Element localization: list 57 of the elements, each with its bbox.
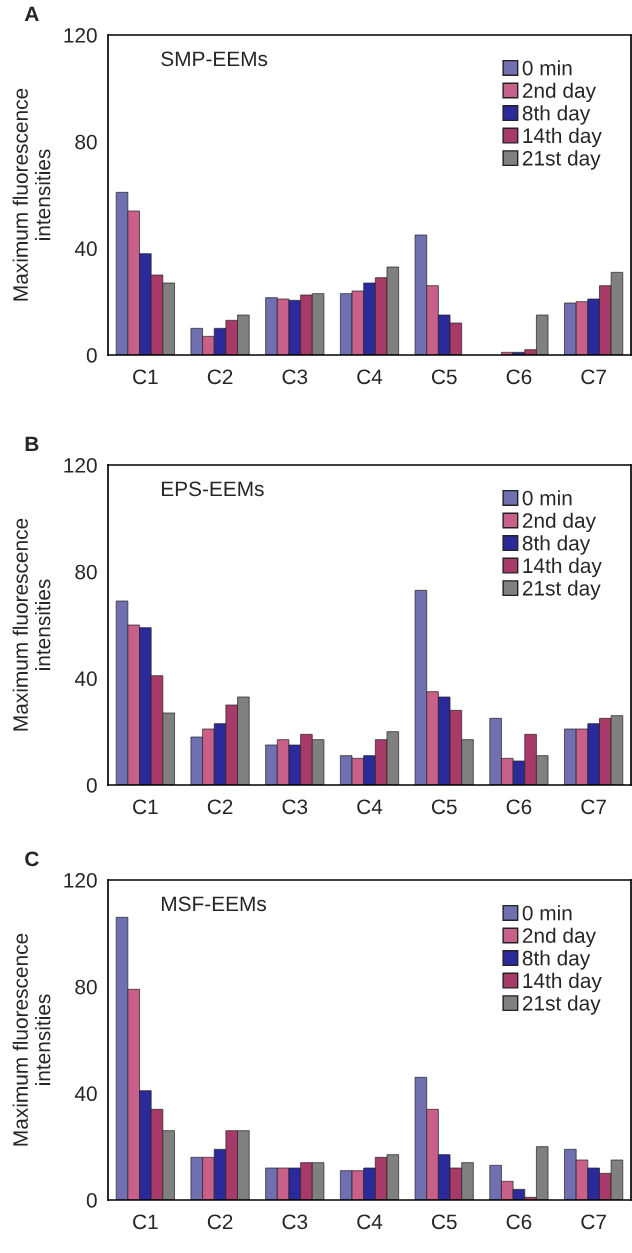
x-tick-label: C7 [581,1214,606,1230]
legend-label: 21st day [522,580,601,600]
x-tick-label: C6 [506,799,532,815]
legend-label: 14th day [523,127,602,148]
y-tick-label: 0 [86,348,97,363]
legend-label: 2nd day [522,927,596,948]
legend-label: 8th day [522,950,591,970]
x-tick-label: C1 [133,369,158,385]
legend-label: 0 min [522,60,572,76]
x-tick-label: C5 [431,369,457,385]
x-tick-label: C5 [431,799,457,815]
text: EPS-EEMs [162,481,264,497]
y-tick-label: 40 [74,671,97,687]
y-tick-label: 80 [75,564,97,580]
x-tick-label: C6 [506,369,532,385]
y-tick-label: 120 [64,28,97,43]
x-tick-label: C1 [133,799,158,815]
y-tick-label: 0 [86,778,97,793]
x-tick-label: C4 [357,369,383,385]
x-tick-label: C1 [133,1214,158,1230]
x-tick-label: C3 [282,1214,308,1230]
y-tick-label: 0 [86,1193,97,1208]
x-tick-label: C3 [282,369,308,385]
y-axis-title: Maximum fluorescence intensities [12,518,51,731]
text: A [24,6,39,22]
y-tick-label: 40 [74,1086,97,1102]
x-tick-label: C7 [581,799,606,815]
x-tick-label: C5 [431,1214,457,1230]
x-tick-label: C7 [581,369,606,385]
legend-label: 14th day [523,557,602,578]
text: MSF-EEMs [162,896,267,912]
legend-label: 8th day [522,535,591,555]
y-tick-label: 40 [74,241,97,257]
legend-label: 2nd day [522,512,596,533]
x-tick-label: C2 [207,1214,233,1230]
legend-label: 14th day [523,972,602,993]
y-axis-title: Maximum fluorescence intensities [12,933,51,1146]
text: SMP-EEMs [161,51,268,67]
legend-label: 8th day [522,105,591,125]
x-tick-label: C3 [282,799,308,815]
y-axis-title: Maximum fluorescence intensities [12,88,51,301]
legend-label: 0 min [522,905,572,921]
legend-label: 0 min [522,490,572,506]
x-tick-label: C4 [357,1214,383,1230]
x-tick-label: C2 [207,799,233,815]
text: C [25,851,39,867]
y-tick-label: 120 [64,873,97,888]
x-tick-label: C4 [357,799,383,815]
x-tick-label: C2 [207,369,233,385]
legend-label: 21st day [522,995,601,1015]
text: B [25,436,39,452]
legend-label: 21st day [522,150,601,170]
legend-label: 2nd day [522,82,596,103]
y-tick-label: 80 [75,134,97,150]
x-tick-label: C6 [506,1214,532,1230]
y-tick-label: 80 [75,979,97,995]
y-tick-label: 120 [64,458,97,473]
